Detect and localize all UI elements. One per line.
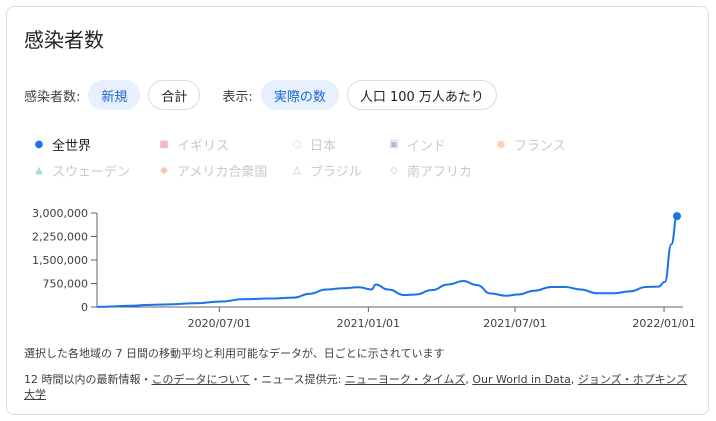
card-title: 感染者数 xyxy=(24,28,104,52)
x-tick-label: 2021/07/01 xyxy=(483,317,546,330)
legend-marker-uk-icon: ■ xyxy=(159,139,169,150)
y-tick-label: 3,000,000 xyxy=(32,207,88,220)
y-tick-label: 2,250,000 xyxy=(32,231,88,244)
legend-item-south-africa[interactable]: ◇ 南アフリカ xyxy=(387,161,472,180)
legend-marker-france-icon: ● xyxy=(496,139,506,150)
legend-item-usa[interactable]: ◆ アメリカ合衆国 xyxy=(157,161,267,180)
legend-item-japan[interactable]: ○ 日本 xyxy=(290,135,336,154)
controls-row: 感染者数: 新規 合計 表示: 実際の数 人口 100 万人あたり xyxy=(24,80,505,110)
legend-marker-japan-icon: ○ xyxy=(292,139,302,150)
series-line-world xyxy=(96,215,678,308)
legend-item-france[interactable]: ● フランス xyxy=(494,135,566,154)
cases-label: 感染者数: xyxy=(24,89,81,105)
series-end-point xyxy=(673,212,681,221)
y-tick-label: 750,000 xyxy=(43,278,89,291)
legend-marker-sweden-icon: ▲ xyxy=(35,165,43,176)
legend-marker-south-africa-icon: ◇ xyxy=(390,165,398,176)
legend-marker-brazil-icon: △ xyxy=(293,165,301,176)
cases-card: 感染者数 感染者数: 新規 合計 表示: 実際の数 人口 100 万人あたり ●… xyxy=(6,6,709,415)
about-data-link[interactable]: このデータについて xyxy=(151,373,251,386)
actual-count-chip[interactable]: 実際の数 xyxy=(260,80,339,110)
cumulative-cases-chip[interactable]: 合計 xyxy=(148,80,201,110)
x-tick-label: 2021/01/01 xyxy=(337,317,400,330)
y-tick-label: 0 xyxy=(81,301,88,314)
legend-marker-usa-icon: ◆ xyxy=(160,165,168,176)
cases-line-chart[interactable]: 3,000,000 2,250,000 1,500,000 750,000 0 2020/… xyxy=(7,197,707,337)
display-label: 表示: xyxy=(222,89,253,105)
x-tick-label: 2020/07/01 xyxy=(188,317,251,330)
legend-marker-india-icon: ▣ xyxy=(389,139,399,150)
legend-item-world[interactable]: ● 全世界 xyxy=(32,135,91,154)
legend-item-india[interactable]: ▣ インド xyxy=(387,135,446,154)
new-cases-chip[interactable]: 新規 xyxy=(88,80,141,110)
x-tick-label: 2022/01/01 xyxy=(632,317,695,330)
footer: 12 時間以内の最新情報・このデータについて・ニュース提供元: ニューヨーク・タ… xyxy=(24,373,688,401)
legend-marker-world-icon: ● xyxy=(34,139,44,150)
y-tick-label: 1,500,000 xyxy=(32,254,88,267)
legend-item-sweden[interactable]: ▲ スウェーデン xyxy=(32,161,130,180)
source-nyt-link[interactable]: ニューヨーク・タイムズ xyxy=(344,373,466,386)
per-million-chip[interactable]: 人口 100 万人あたり xyxy=(346,80,497,110)
legend-item-brazil[interactable]: △ ブラジル xyxy=(290,161,362,180)
source-jhu-link[interactable]: ジョンズ・ホプキンズ大学 xyxy=(24,373,688,401)
chart-note: 選択した各地域の 7 日間の移動平均と利用可能なデータが、日ごとに示されています xyxy=(24,347,445,360)
legend-item-uk[interactable]: ■ イギリス xyxy=(157,135,229,154)
source-owid-link[interactable]: Our World in Data xyxy=(472,373,571,386)
